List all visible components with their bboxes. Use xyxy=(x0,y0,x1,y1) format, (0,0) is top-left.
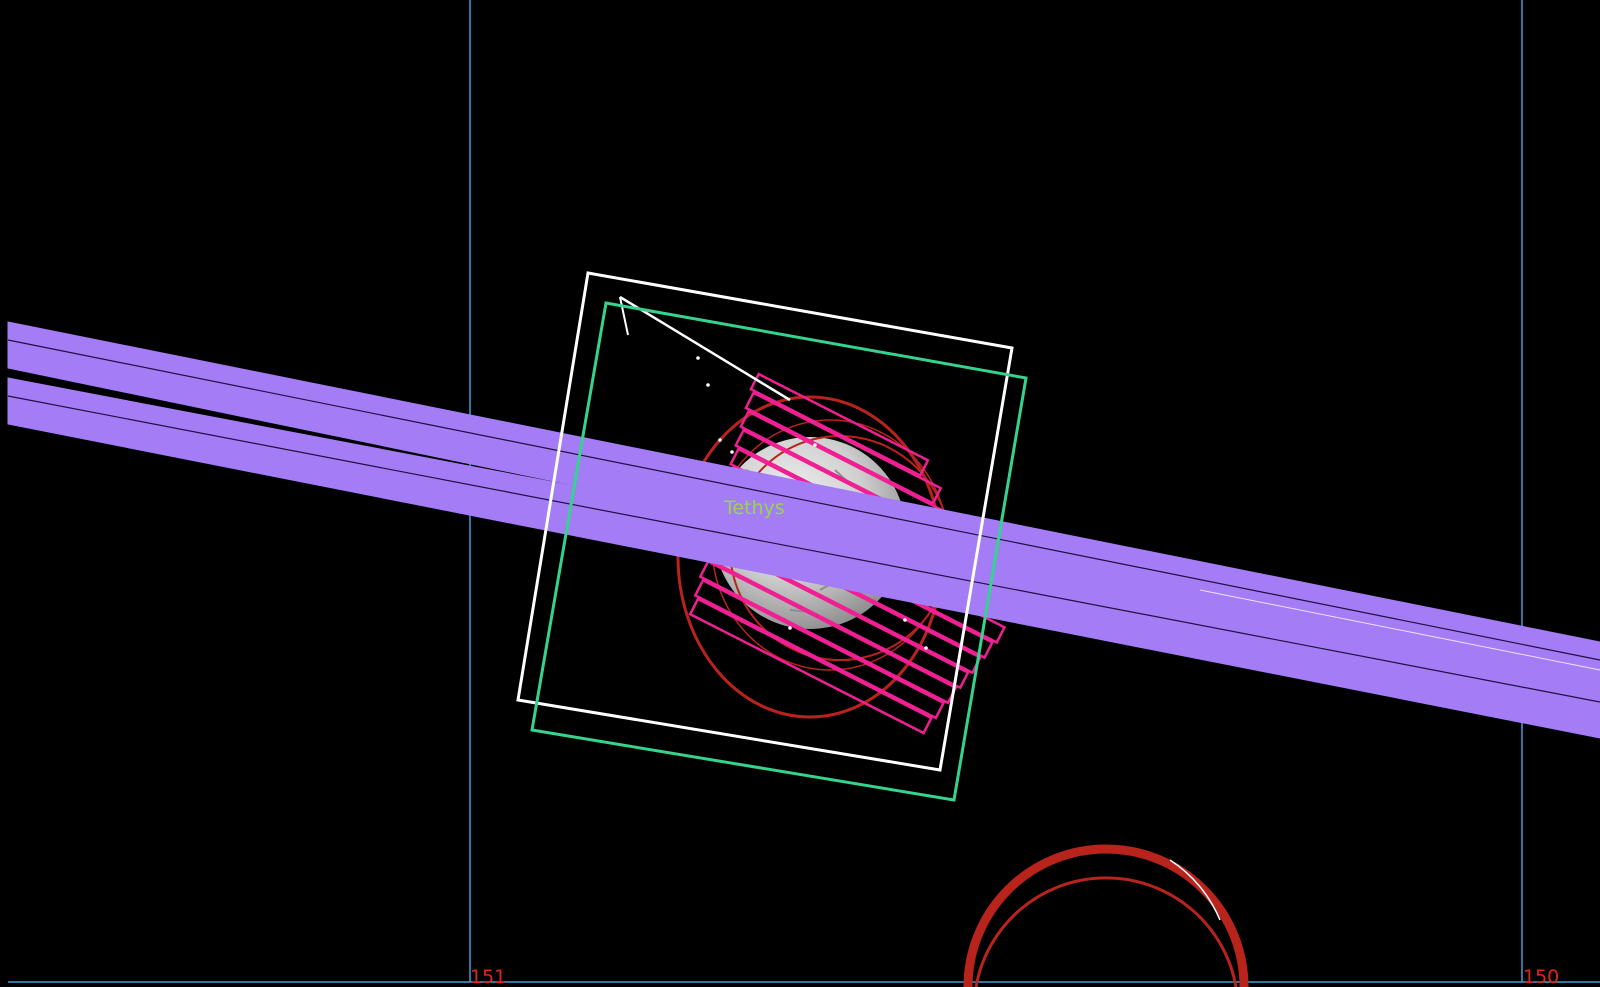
strip-footprint xyxy=(688,597,934,735)
strip-footprint xyxy=(749,372,930,478)
grid-label-151: 151 xyxy=(470,966,506,987)
grid-label-150: 150 xyxy=(1523,966,1559,987)
partial-ring-footprint xyxy=(963,844,1249,987)
sub-frame-footprint xyxy=(619,295,791,402)
labels-layer: Tethys 151 150 xyxy=(470,497,1559,987)
strip-footprint xyxy=(693,578,946,720)
target-label[interactable]: Tethys xyxy=(723,497,785,519)
star-markers xyxy=(696,356,928,650)
frame-white xyxy=(516,271,1014,772)
strip-footprint xyxy=(744,391,943,505)
frame-green xyxy=(530,301,1028,802)
instrument-swath-footprint xyxy=(7,321,1600,739)
camera-frame-footprints xyxy=(516,271,1028,802)
